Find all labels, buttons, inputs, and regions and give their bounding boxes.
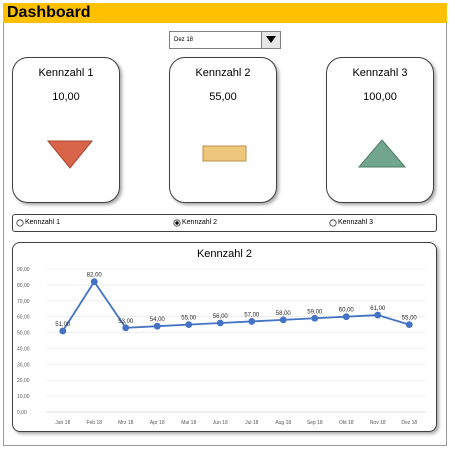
radio-label: Kennzahl 2: [182, 219, 218, 226]
radio-label: Kennzahl 3: [338, 219, 374, 226]
data-point: [311, 314, 319, 322]
radio-label: Kennzahl 1: [25, 219, 61, 226]
data-label: 56,00: [213, 314, 229, 320]
data-label: 58,00: [276, 311, 292, 317]
data-label: 53,00: [118, 319, 134, 325]
data-point: [59, 327, 67, 335]
data-label: 59,00: [307, 309, 323, 315]
x-tick-label: Jan 18: [55, 420, 70, 426]
y-tick-label: 40,00: [17, 346, 30, 352]
y-tick-label: 70,00: [17, 299, 30, 305]
kpi-value: 10,00: [52, 91, 80, 103]
x-tick-label: Jul 18: [245, 420, 259, 426]
rectangle-icon: [202, 145, 247, 162]
radio-unchecked-icon: [329, 219, 337, 227]
data-point: [342, 313, 350, 321]
x-tick-label: Dez 18: [401, 420, 417, 426]
x-tick-label: Jun 18: [213, 420, 228, 426]
kpi-card-2: Kennzahl 2 55,00: [169, 57, 277, 203]
x-tick-label: Feb 18: [86, 420, 102, 426]
dropdown-button[interactable]: [261, 32, 280, 48]
dashboard-title: Dashboard: [7, 4, 91, 21]
radio-unchecked-icon: [16, 219, 24, 227]
y-tick-label: 80,00: [17, 283, 30, 289]
kpi-card-3: Kennzahl 3 100,00: [326, 57, 434, 203]
dashboard-header: Dashboard: [3, 3, 447, 23]
line-chart-card: 0,00 10,00 20,00 30,00 40,00 50,00 60,00 70,00 8…: [12, 242, 437, 432]
data-point: [216, 319, 224, 327]
kpi-title: Kennzahl 1: [38, 67, 94, 79]
y-tick-label: 90,00: [17, 267, 30, 273]
chart-title: Kennzahl 2: [196, 248, 253, 260]
kpi-value: 55,00: [209, 91, 237, 103]
month-dropdown-value: Dez 18: [174, 37, 194, 43]
data-label: 54,00: [150, 317, 166, 323]
series-line: [61, 280, 410, 332]
y-tick-label: 50,00: [17, 331, 30, 337]
data-point: [405, 321, 413, 329]
y-tick-label: 10,00: [17, 394, 30, 400]
kpi-title: Kennzahl 2: [195, 67, 251, 79]
radio-checked-icon: [173, 219, 181, 227]
y-tick-label: 20,00: [17, 378, 30, 384]
data-label: 82,00: [87, 273, 103, 279]
data-label: 51,00: [55, 322, 71, 328]
triangle-down-icon: [47, 140, 93, 169]
data-point: [153, 322, 161, 330]
month-dropdown[interactable]: Dez 18: [169, 31, 281, 49]
x-tick-label: Okt 18: [339, 420, 354, 426]
x-tick-label: Apr 18: [150, 420, 165, 426]
kpi-radio-group: Kennzahl 1 Kennzahl 2 Kennzahl 3: [12, 214, 437, 232]
x-tick-label: Sep 18: [307, 420, 323, 426]
data-label: 55,00: [402, 316, 418, 322]
x-tick-label: Nov 18: [370, 420, 386, 426]
x-tick-label: Mai 18: [181, 420, 196, 426]
data-label: 57,00: [244, 312, 260, 318]
data-point: [90, 278, 98, 286]
data-point: [122, 324, 130, 332]
y-tick-label: 60,00: [17, 315, 30, 321]
triangle-up-icon: [358, 139, 406, 168]
data-point: [248, 318, 256, 325]
data-point: [279, 316, 287, 324]
data-label: 61,00: [370, 306, 386, 312]
kpi-value: 100,00: [363, 91, 397, 103]
data-point: [374, 311, 382, 319]
x-tick-label: Mrz 18: [118, 420, 134, 426]
kpi-title: Kennzahl 3: [352, 67, 408, 79]
line-chart: 0,00 10,00 20,00 30,00 40,00 50,00 60,00 70,00 8…: [17, 267, 425, 426]
data-label: 60,00: [339, 308, 355, 314]
data-point: [185, 321, 193, 329]
data-label: 55,00: [181, 316, 197, 322]
y-tick-label: 30,00: [17, 362, 30, 368]
chevron-down-icon: [266, 36, 276, 43]
x-tick-label: Aug 18: [275, 420, 291, 426]
kpi-card-1: Kennzahl 1 10,00: [12, 57, 120, 203]
y-tick-label: 0,00: [17, 410, 27, 416]
dashboard-frame: [3, 23, 447, 446]
